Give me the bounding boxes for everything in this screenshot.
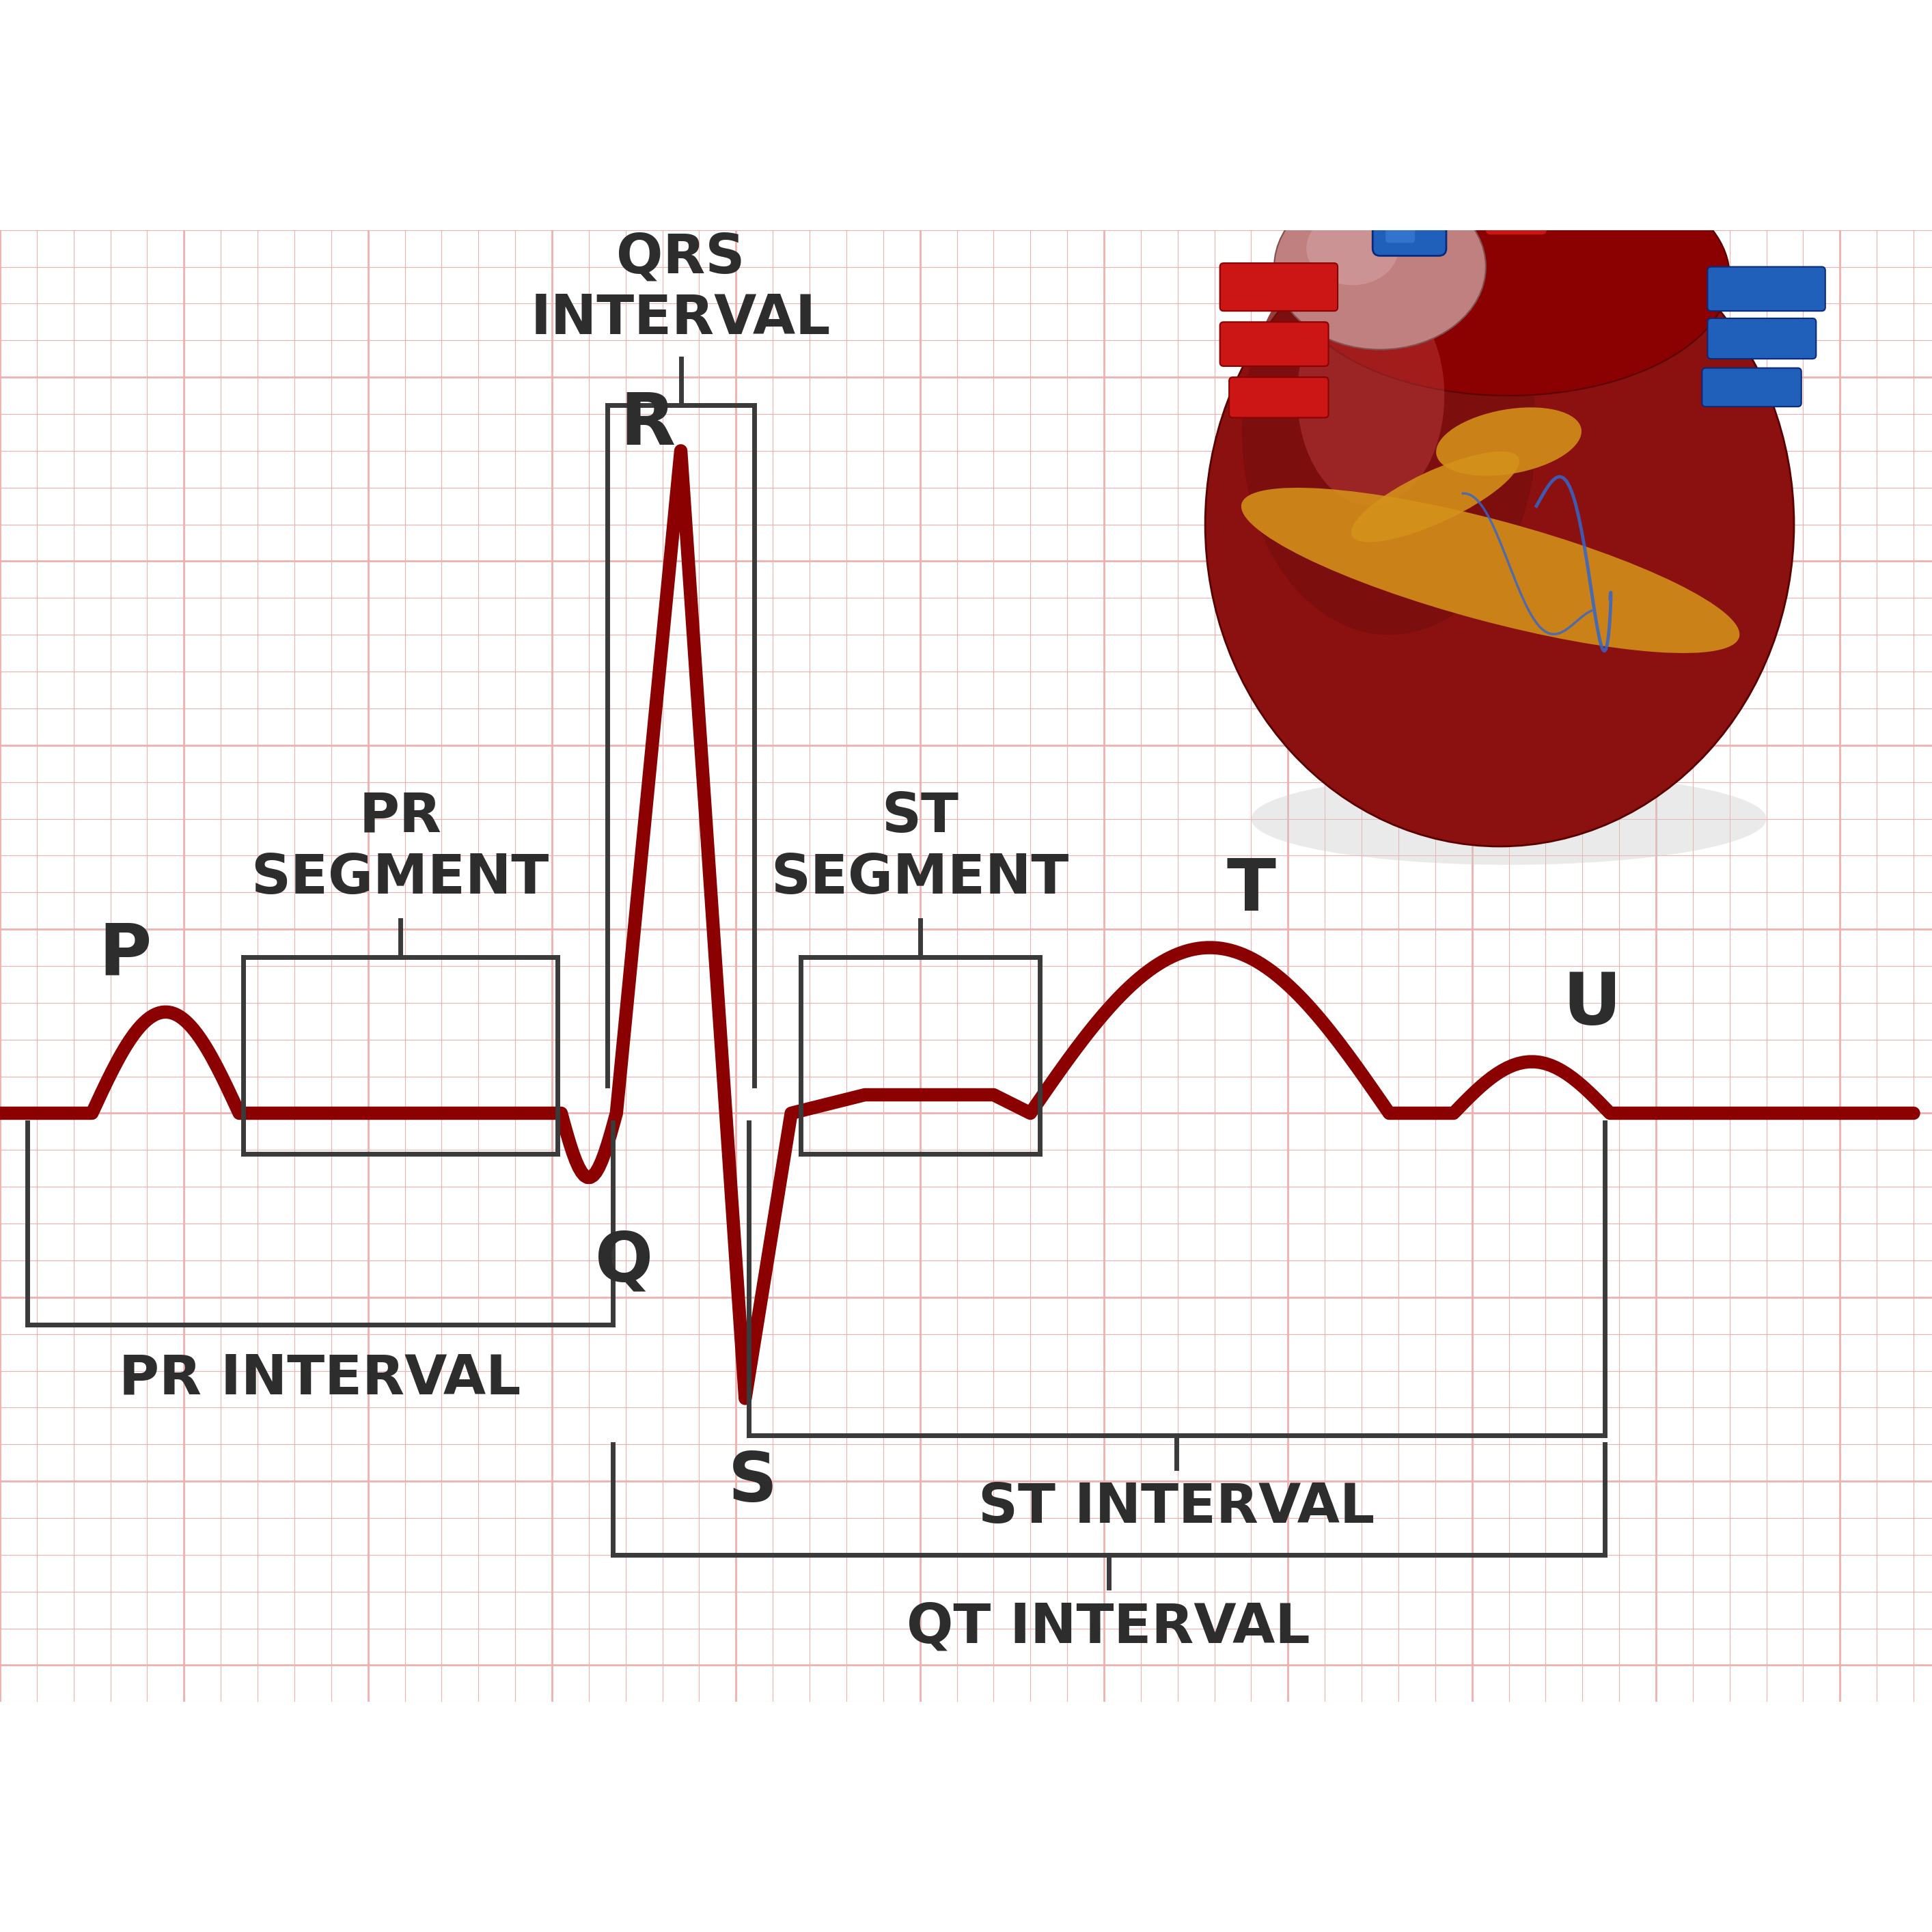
Ellipse shape (1350, 452, 1519, 543)
Ellipse shape (1306, 213, 1399, 286)
Ellipse shape (1296, 286, 1445, 506)
Text: R: R (620, 390, 676, 460)
FancyBboxPatch shape (1219, 323, 1329, 367)
Text: S: S (728, 1449, 777, 1517)
Ellipse shape (1240, 487, 1739, 653)
Ellipse shape (1252, 773, 1766, 866)
Ellipse shape (1206, 203, 1795, 846)
Ellipse shape (1435, 408, 1582, 475)
Text: U: U (1563, 970, 1621, 1039)
Text: PR INTERVAL: PR INTERVAL (120, 1352, 522, 1406)
Text: QRS
INTERVAL: QRS INTERVAL (531, 232, 831, 346)
Text: QT INTERVAL: QT INTERVAL (906, 1602, 1310, 1654)
FancyBboxPatch shape (1385, 33, 1414, 243)
FancyBboxPatch shape (1492, 14, 1526, 71)
FancyBboxPatch shape (1229, 377, 1329, 417)
Text: T: T (1227, 856, 1275, 925)
Text: ST
SEGMENT: ST SEGMENT (771, 790, 1068, 906)
FancyBboxPatch shape (1219, 263, 1337, 311)
FancyBboxPatch shape (1548, 89, 1592, 207)
FancyBboxPatch shape (1345, 6, 1385, 87)
Ellipse shape (1275, 184, 1486, 350)
FancyBboxPatch shape (1708, 267, 1826, 311)
Text: P: P (99, 920, 151, 989)
Ellipse shape (1242, 230, 1536, 636)
Text: ST INTERVAL: ST INTERVAL (978, 1482, 1376, 1534)
FancyBboxPatch shape (1702, 367, 1801, 406)
FancyBboxPatch shape (1381, 29, 1418, 97)
Ellipse shape (1289, 156, 1729, 396)
FancyBboxPatch shape (1486, 58, 1548, 236)
FancyBboxPatch shape (1372, 0, 1447, 255)
FancyBboxPatch shape (1708, 319, 1816, 359)
Text: PR
SEGMENT: PR SEGMENT (251, 790, 549, 906)
FancyBboxPatch shape (1445, 15, 1478, 87)
Text: Q: Q (595, 1229, 653, 1294)
